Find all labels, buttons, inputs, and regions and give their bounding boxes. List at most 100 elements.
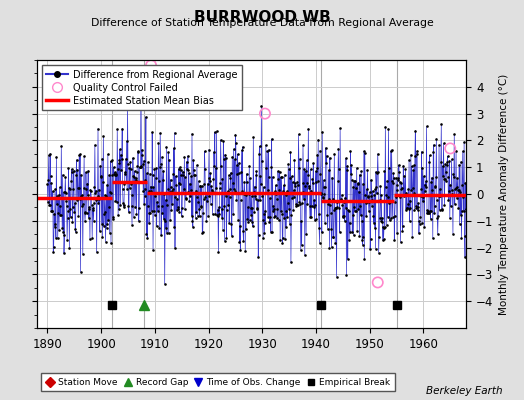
Point [214,249,223,256]
Point [389,170,398,176]
Point [411,128,420,134]
Point [117,167,125,174]
Point [372,246,380,252]
Point [243,216,252,222]
Point [135,164,144,171]
Point [145,220,153,226]
Point [100,223,108,229]
Point [89,204,97,211]
Point [209,189,217,195]
Point [324,201,332,208]
Point [203,190,211,196]
Point [51,220,60,227]
Point [336,125,344,132]
Point [287,212,296,218]
Point [118,125,126,132]
Point [312,216,321,222]
Point [458,182,466,188]
Point [320,177,328,184]
Point [324,196,333,202]
Point [374,279,382,286]
Point [294,181,302,188]
Point [265,174,273,181]
Point [279,182,288,188]
Point [236,247,245,253]
Point [214,206,222,213]
Point [244,219,253,226]
Point [220,156,228,163]
Point [264,187,272,194]
Point [434,213,442,219]
Point [323,225,332,232]
Point [255,232,263,238]
Point [130,174,138,180]
Point [325,154,334,161]
Point [101,192,109,198]
Point [338,192,346,198]
Point [182,196,190,202]
Point [358,241,367,248]
Point [183,166,191,173]
Point [56,203,64,210]
Point [361,150,369,156]
Point [161,218,169,225]
Point [204,175,213,181]
Point [257,181,265,187]
Point [328,174,336,181]
Point [453,184,461,191]
Point [350,204,358,211]
Point [367,193,376,199]
Point [341,194,350,201]
Point [342,155,350,162]
Legend: Difference from Regional Average, Quality Control Failed, Estimated Station Mean: Difference from Regional Average, Qualit… [41,65,242,110]
Point [153,199,161,205]
Point [92,249,101,255]
Point [139,188,147,194]
Point [223,189,232,196]
Point [138,160,147,167]
Point [177,172,185,178]
Point [292,201,300,208]
Point [118,186,127,192]
Point [117,156,126,162]
Point [68,166,76,172]
Point [318,229,326,236]
Point [74,213,82,219]
Point [353,180,362,186]
Point [64,165,73,172]
Point [122,178,130,185]
Point [213,213,222,220]
Point [417,186,425,192]
Point [293,201,302,208]
Point [394,175,402,181]
Point [346,148,355,154]
Point [394,176,402,183]
Point [170,130,179,136]
Point [72,157,81,163]
Point [52,201,61,208]
Point [354,206,363,213]
Point [211,129,219,135]
Point [172,207,181,213]
Point [59,172,67,178]
Point [187,173,195,179]
Text: Difference of Station Temperature Data from Regional Average: Difference of Station Temperature Data f… [91,18,433,28]
Point [237,147,246,154]
Point [54,192,63,198]
Point [206,201,215,207]
Point [255,143,264,150]
Point [296,156,304,162]
Point [313,165,321,171]
Point [175,209,183,215]
Point [295,199,303,205]
Point [112,170,121,177]
Point [237,169,245,176]
Point [457,208,466,214]
Point [102,225,111,231]
Point [79,201,88,208]
Point [342,272,351,278]
Point [58,195,66,202]
Point [102,193,110,199]
Point [98,155,106,162]
Point [95,228,104,234]
